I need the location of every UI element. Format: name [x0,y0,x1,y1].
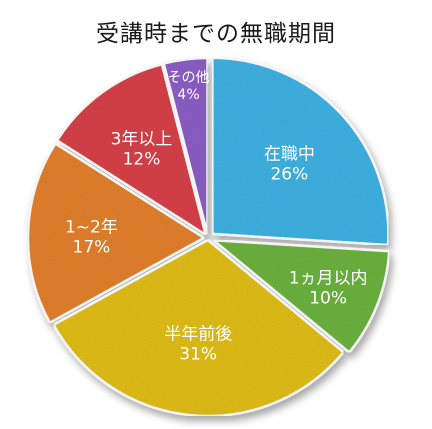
pie-slice [26,141,207,325]
slice-percent: 4% [177,87,199,103]
pie-slice [51,238,346,418]
slice-percent: 17% [73,237,111,257]
chart-title: 受講時までの無職期間 [96,21,336,47]
slice-percent: 26% [270,165,308,185]
slice-label: その他 [168,70,210,86]
pie-slice [162,56,209,235]
slice-label: 1~2年 [65,217,118,237]
slice-label: 在職中 [264,145,315,165]
pie-slice [55,62,208,238]
slice-label: 3年以上 [111,129,173,149]
slice-percent: 10% [309,289,347,309]
slice-label: 半年前後 [164,325,232,345]
pie-slice [209,238,391,355]
slice-percent: 12% [123,149,161,169]
pie-slice [211,56,390,247]
slice-percent: 31% [179,345,217,365]
slice-label: 1ヵ月以内 [289,269,368,289]
